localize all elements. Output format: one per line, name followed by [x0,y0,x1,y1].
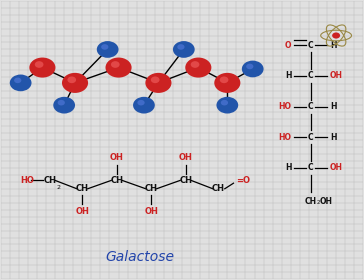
Text: CH: CH [212,184,225,193]
Text: Galactose: Galactose [106,250,175,264]
Circle shape [58,100,65,106]
Circle shape [173,41,195,58]
Circle shape [67,76,76,83]
Circle shape [35,61,43,68]
Circle shape [53,97,75,113]
Text: CH: CH [305,197,317,206]
Circle shape [177,44,185,50]
Circle shape [62,73,88,93]
Text: 2: 2 [56,185,60,190]
Text: OH: OH [144,207,158,216]
Circle shape [214,73,240,93]
Circle shape [145,73,171,93]
Text: OH: OH [179,153,193,162]
Circle shape [101,44,108,50]
Text: CH: CH [110,176,123,185]
Text: CH: CH [145,184,158,193]
Text: H: H [331,41,337,50]
Text: C: C [308,71,313,80]
Text: O: O [284,41,291,50]
Circle shape [246,64,253,69]
Circle shape [97,41,119,58]
Text: H: H [285,71,292,80]
Circle shape [242,60,264,77]
Circle shape [217,97,238,113]
Text: H: H [330,133,336,142]
Text: CH: CH [43,176,56,185]
Text: CH: CH [179,176,192,185]
Text: C: C [308,163,313,172]
Circle shape [151,76,159,83]
Text: OH: OH [75,207,89,216]
Text: OH: OH [320,197,333,206]
Circle shape [10,74,32,91]
Text: =O: =O [236,176,250,185]
Circle shape [185,57,211,78]
Circle shape [106,57,132,78]
Circle shape [221,100,228,106]
Text: OH: OH [110,153,124,162]
Text: OH: OH [330,163,343,172]
Circle shape [137,100,145,106]
Text: C: C [308,102,313,111]
Text: HO: HO [278,102,292,111]
Circle shape [29,57,55,78]
Text: 2: 2 [317,200,320,205]
Text: H: H [330,102,336,111]
Text: CH: CH [76,184,89,193]
Text: HO: HO [21,176,35,185]
Text: H: H [285,163,292,172]
Circle shape [111,61,120,68]
Circle shape [133,97,155,113]
Circle shape [332,32,340,39]
Text: OH: OH [330,71,343,80]
Circle shape [191,61,199,68]
Circle shape [14,78,21,83]
Text: HO: HO [278,133,292,142]
Text: C: C [308,133,313,142]
Text: C: C [308,41,313,50]
Circle shape [220,76,229,83]
